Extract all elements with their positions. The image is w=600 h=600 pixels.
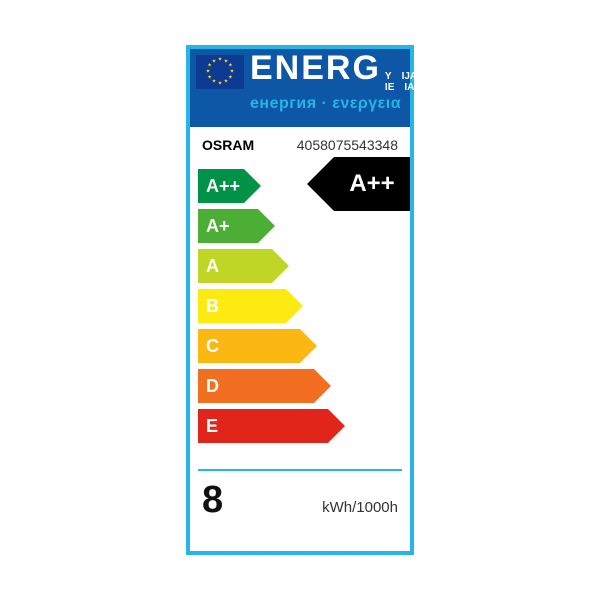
class-arrow: A <box>198 249 410 283</box>
rating-badge: A++ <box>334 157 410 211</box>
class-letter: A+ <box>206 216 230 237</box>
class-letter: A <box>206 256 219 277</box>
energ-text: ENERG <box>250 51 381 85</box>
energy-label: ★★★★★★★★★★★★ ENERG Y IJA IE IA енергия · εν… <box>186 45 414 555</box>
eu-star-icon: ★ <box>212 59 216 64</box>
energ-suffix: IA <box>404 83 414 93</box>
kwh-unit: kWh/1000h <box>322 499 398 516</box>
consumption-row: 8 kWh/1000h <box>190 471 410 522</box>
rating-text: A++ <box>349 170 394 198</box>
eu-star-icon: ★ <box>224 80 228 85</box>
energ-suffix: Y <box>385 72 392 82</box>
energ-subline: енергия · ενεργεια <box>250 95 417 113</box>
eu-star-icon: ★ <box>212 80 216 85</box>
class-arrow: B <box>198 289 410 323</box>
manufacturer-row: OSRAM 4058075543348 <box>190 127 410 159</box>
model-number: 4058075543348 <box>297 137 398 153</box>
class-letter: B <box>206 296 219 317</box>
eu-flag-icon: ★★★★★★★★★★★★ <box>196 55 244 89</box>
class-letter: D <box>206 376 219 397</box>
eu-star-icon: ★ <box>218 58 222 63</box>
efficiency-scale: A++ A+ ABCDE <box>198 169 410 469</box>
eu-star-icon: ★ <box>206 70 210 75</box>
eu-star-icon: ★ <box>228 76 232 81</box>
eu-star-icon: ★ <box>218 82 222 87</box>
regulation-line <box>190 522 410 536</box>
brand: OSRAM <box>202 137 254 153</box>
header: ★★★★★★★★★★★★ ENERG YIJAIEIA енергия · εν… <box>190 49 410 127</box>
class-letter: C <box>206 336 219 357</box>
eu-star-icon: ★ <box>207 64 211 69</box>
class-letter: A++ <box>206 176 240 197</box>
eu-star-icon: ★ <box>207 76 211 81</box>
class-letter: E <box>206 416 218 437</box>
class-arrow: A+ <box>198 209 410 243</box>
energ-suffixes: Y IJA IE IA <box>385 68 417 93</box>
energ-suffix: IE <box>385 83 394 93</box>
energy-wordmark: ENERG Y IJA IE IA енергия · ενεργεια <box>250 51 417 113</box>
class-arrow: D <box>198 369 410 403</box>
kwh-value: 8 <box>202 479 223 522</box>
energ-suffix: IJA <box>402 72 418 82</box>
class-arrow: C <box>198 329 410 363</box>
class-arrow: E <box>198 409 410 443</box>
